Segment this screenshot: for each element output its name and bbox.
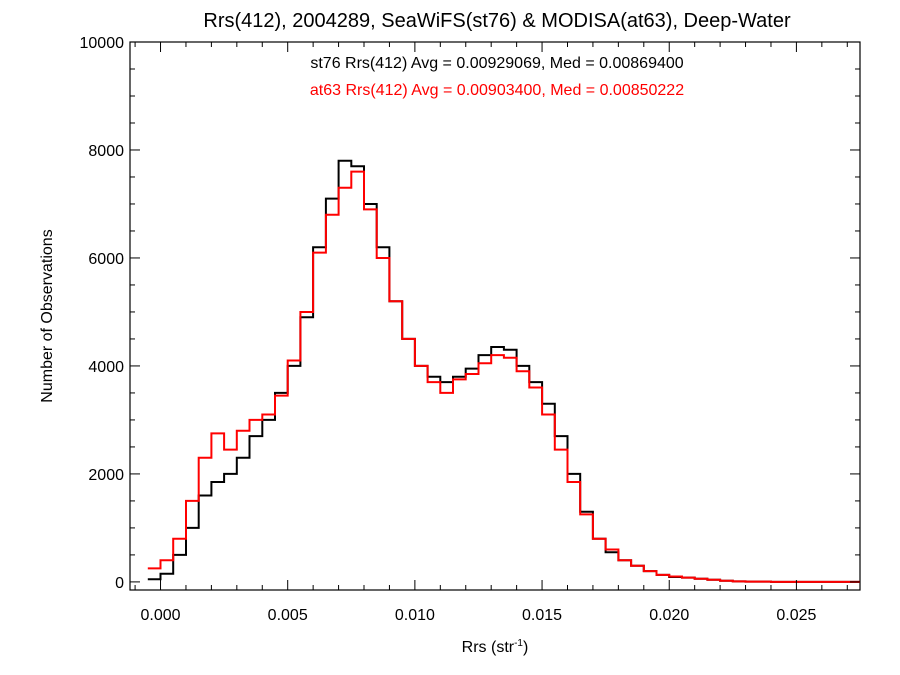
y-tick-label: 2000 bbox=[88, 467, 124, 484]
plot-frame bbox=[129, 41, 861, 591]
y-tick-label: 4000 bbox=[88, 359, 124, 376]
x-axis-label-superscript: -1 bbox=[514, 638, 523, 649]
x-axis-ticks: 0.000 0.005 0.010 0.015 0.020 0.025 bbox=[134, 42, 848, 624]
x-tick-label: 0.015 bbox=[522, 607, 562, 624]
x-tick-label: 0.010 bbox=[395, 607, 435, 624]
y-tick-label: 10000 bbox=[80, 35, 125, 52]
annotation-at63: at63 Rrs(412) Avg = 0.00903400, Med = 0.… bbox=[310, 82, 684, 99]
y-tick-label: 6000 bbox=[88, 251, 124, 268]
chart-title: Rrs(412), 2004289, SeaWiFS(st76) & MODIS… bbox=[203, 10, 791, 32]
x-tick-label: 0.020 bbox=[649, 607, 689, 624]
x-tick-label: 0.025 bbox=[776, 607, 816, 624]
x-tick-label: 0.005 bbox=[268, 607, 308, 624]
annotation-st76: st76 Rrs(412) Avg = 0.00929069, Med = 0.… bbox=[310, 55, 683, 72]
y-tick-label: 0 bbox=[115, 575, 124, 592]
series-st76-line bbox=[147, 159, 860, 583]
y-tick-label: 8000 bbox=[88, 143, 124, 160]
y-axis-label: Number of Observations bbox=[39, 229, 56, 402]
y-axis-ticks: 0 2000 4000 6000 8000 10000 bbox=[80, 35, 860, 592]
series-layer bbox=[147, 159, 860, 583]
x-axis-label-main: Rrs (str bbox=[462, 639, 515, 656]
x-axis-label: Rrs (str-1) bbox=[462, 638, 529, 656]
x-axis-label-close: ) bbox=[523, 639, 528, 656]
series-at63-line bbox=[147, 170, 860, 583]
x-tick-label: 0.000 bbox=[140, 607, 180, 624]
